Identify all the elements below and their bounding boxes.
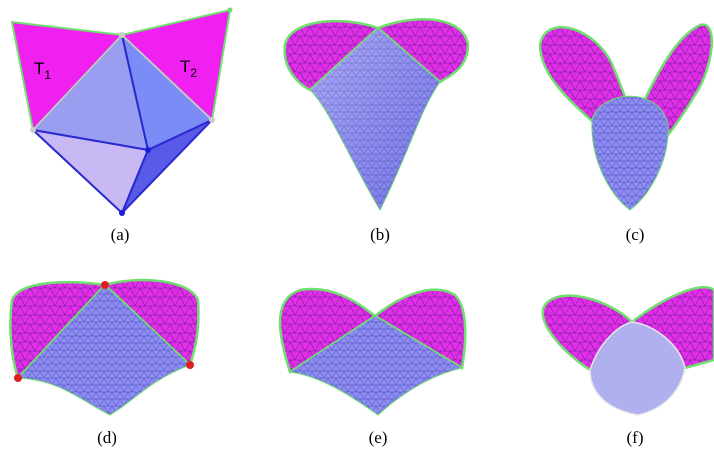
panel-e	[280, 289, 465, 415]
label-text: T	[180, 57, 190, 76]
vertex	[209, 117, 215, 123]
caption: (d)	[97, 428, 117, 447]
label-subscript: 1	[44, 68, 51, 82]
panel-d	[10, 280, 198, 415]
surface	[592, 96, 668, 210]
caption: (a)	[111, 225, 130, 244]
vertex	[119, 32, 125, 38]
figure: T1 T2 (a) (b) (c) (d) (e) (f)	[0, 0, 714, 456]
panel-a: T1 T2	[12, 8, 233, 217]
vertex	[186, 361, 194, 369]
label-subscript: 2	[190, 66, 197, 80]
caption: (c)	[626, 225, 645, 244]
panel-c	[540, 25, 712, 210]
vertex	[101, 281, 109, 289]
vertex	[30, 127, 36, 133]
vertex	[119, 210, 125, 216]
caption: (b)	[370, 225, 390, 244]
label-text: T	[34, 59, 44, 78]
vertex	[228, 8, 233, 13]
panel-b	[285, 19, 468, 210]
caption: (e)	[369, 428, 388, 447]
caption: (f)	[627, 428, 644, 447]
panel-f	[543, 287, 714, 415]
vertex	[145, 147, 151, 153]
vertex	[14, 374, 22, 382]
